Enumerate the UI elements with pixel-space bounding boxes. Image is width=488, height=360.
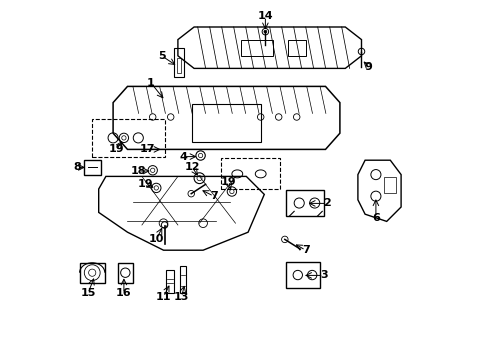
Text: 10: 10 (148, 234, 163, 244)
Circle shape (264, 30, 266, 33)
Text: 7: 7 (301, 245, 309, 255)
Bar (192, 104, 260, 142)
Bar (287, 40, 305, 56)
Bar (166, 270, 174, 293)
Text: 8: 8 (73, 162, 81, 172)
Bar (285, 262, 320, 288)
Text: 13: 13 (173, 292, 189, 302)
Text: 7: 7 (209, 191, 217, 201)
Bar (80, 263, 104, 283)
Bar (118, 263, 133, 283)
Text: 16: 16 (116, 288, 131, 298)
Bar (285, 190, 323, 216)
Text: 6: 6 (371, 213, 379, 223)
Text: 2: 2 (323, 198, 330, 208)
Text: 18: 18 (130, 166, 146, 176)
Bar (384, 177, 395, 193)
Bar (177, 58, 181, 73)
Text: 11: 11 (156, 292, 171, 302)
Text: 1: 1 (147, 78, 155, 88)
Bar (174, 48, 184, 77)
Bar (241, 40, 273, 56)
Text: 9: 9 (364, 62, 372, 72)
Text: 5: 5 (158, 51, 165, 61)
Bar (180, 266, 186, 293)
Bar (91, 119, 165, 157)
Text: 17: 17 (139, 144, 155, 154)
Text: 19: 19 (138, 179, 153, 189)
Text: 14: 14 (257, 11, 273, 21)
Bar (221, 158, 280, 189)
Text: 15: 15 (80, 288, 95, 298)
Text: 19: 19 (220, 177, 236, 187)
Text: 3: 3 (319, 270, 327, 280)
Text: 4: 4 (179, 152, 187, 162)
Text: 12: 12 (184, 162, 200, 172)
Text: 19: 19 (109, 144, 124, 154)
